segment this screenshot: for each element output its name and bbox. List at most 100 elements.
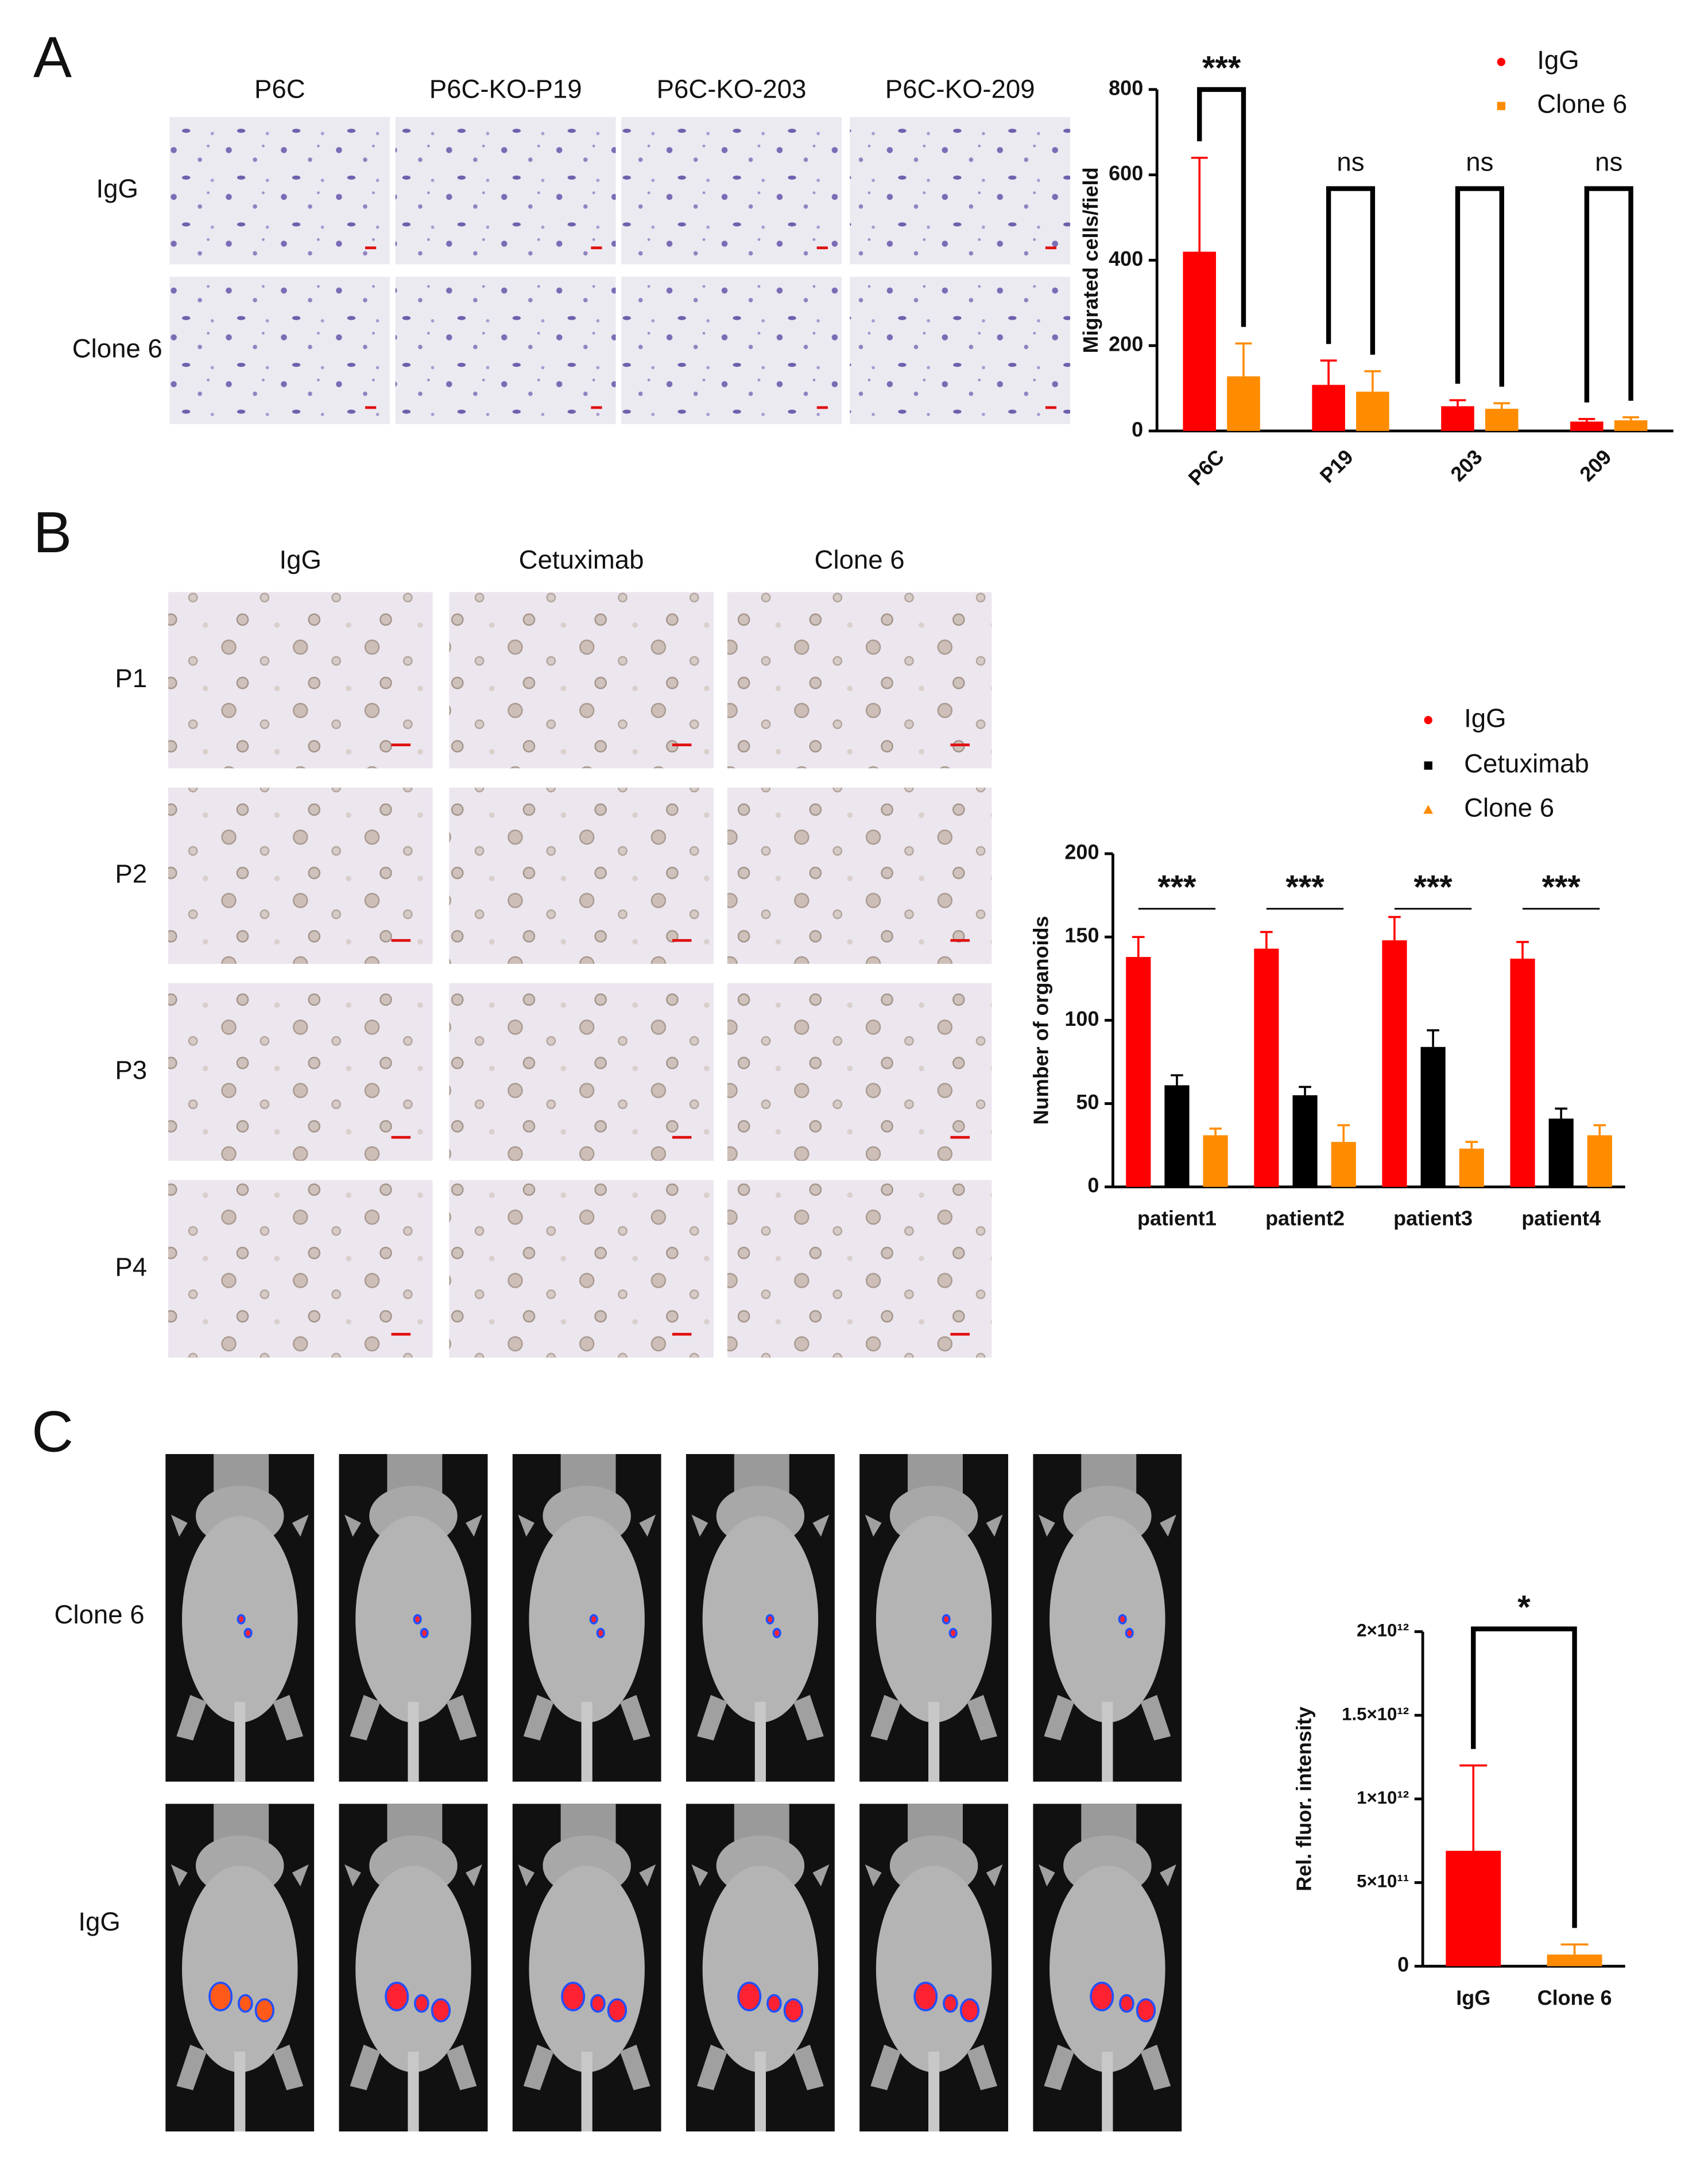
error-bar bbox=[1493, 402, 1511, 409]
bar bbox=[1547, 1954, 1602, 1967]
y-axis-label: Rel. fluor. intensity bbox=[1292, 1707, 1316, 1891]
signal bbox=[948, 1627, 958, 1638]
micrograph bbox=[395, 277, 616, 424]
signal bbox=[413, 1614, 422, 1625]
error-bar bbox=[1171, 1074, 1183, 1086]
error-bar bbox=[1388, 916, 1401, 941]
micrograph bbox=[727, 983, 992, 1161]
bar bbox=[1356, 392, 1389, 431]
significance-label: * bbox=[1517, 1589, 1531, 1626]
micrograph bbox=[449, 983, 714, 1161]
mouse-image bbox=[339, 1804, 488, 2132]
signal bbox=[596, 1627, 605, 1638]
signal bbox=[737, 1982, 762, 2011]
signal bbox=[1125, 1627, 1134, 1638]
micrograph bbox=[727, 787, 992, 964]
significance-label: *** bbox=[1542, 869, 1581, 906]
signal bbox=[561, 1982, 586, 2011]
signal bbox=[783, 1998, 804, 2022]
y-tick-label: 50 bbox=[1076, 1090, 1099, 1114]
significance-label: *** bbox=[1285, 869, 1324, 906]
mouse-image bbox=[859, 1453, 1009, 1782]
signal bbox=[766, 1994, 782, 2013]
panel-label: A bbox=[33, 26, 72, 90]
column-label: P6C bbox=[254, 74, 305, 103]
bar bbox=[1587, 1135, 1612, 1187]
legend-label: IgG bbox=[1464, 703, 1506, 732]
micrograph bbox=[168, 592, 433, 769]
mouse-image bbox=[685, 1453, 835, 1782]
significance-label: *** bbox=[1202, 50, 1241, 87]
bar bbox=[1382, 940, 1407, 1187]
significance-bracket bbox=[1584, 186, 1633, 403]
mouse-image bbox=[1033, 1804, 1182, 2132]
micrograph bbox=[850, 117, 1071, 265]
bar bbox=[1227, 376, 1260, 431]
significance-bracket bbox=[1471, 1626, 1577, 1928]
significance-label: ns bbox=[1466, 147, 1493, 176]
y-tick-label: 0 bbox=[1397, 1953, 1409, 1976]
panel-label: C bbox=[32, 1400, 73, 1464]
error-bar bbox=[1578, 418, 1595, 422]
row-label: P2 bbox=[115, 859, 147, 889]
row-label: P3 bbox=[115, 1055, 147, 1084]
y-tick-label: 100 bbox=[1064, 1007, 1099, 1030]
y-tick-label: 600 bbox=[1109, 161, 1143, 185]
mouse-image bbox=[512, 1453, 661, 1782]
x-tick-label: patient4 bbox=[1521, 1207, 1601, 1230]
micrograph bbox=[850, 277, 1071, 424]
row-label: P1 bbox=[115, 664, 147, 693]
legend-label: IgG bbox=[1537, 45, 1579, 75]
signal bbox=[943, 1994, 958, 2013]
y-tick-label: 400 bbox=[1109, 247, 1143, 270]
error-bar bbox=[1516, 941, 1529, 959]
row-label: Clone 6 bbox=[55, 1600, 145, 1629]
error-bar bbox=[1260, 931, 1273, 949]
error-bar bbox=[1191, 157, 1208, 252]
panel-label: B bbox=[33, 501, 72, 565]
signal bbox=[254, 1998, 275, 2022]
legend-label: Cetuximab bbox=[1464, 749, 1589, 778]
signal bbox=[1119, 1994, 1134, 2013]
y-tick-label: 200 bbox=[1064, 840, 1099, 864]
bar bbox=[1441, 406, 1474, 431]
error-bar bbox=[1427, 1029, 1439, 1047]
bar bbox=[1614, 420, 1648, 431]
signal bbox=[238, 1994, 253, 2013]
signal bbox=[385, 1982, 409, 2011]
bar bbox=[1446, 1851, 1501, 1967]
mouse-image bbox=[512, 1804, 661, 2132]
significance-label: ns bbox=[1337, 147, 1364, 176]
row-label: IgG bbox=[96, 174, 138, 203]
error-bar bbox=[1337, 1124, 1350, 1142]
y-tick-label: 5×10¹¹ bbox=[1357, 1871, 1409, 1891]
x-tick-label: 209 bbox=[1575, 445, 1616, 486]
signal bbox=[1090, 1982, 1114, 2011]
bar bbox=[1164, 1085, 1190, 1187]
error-bar bbox=[1459, 1764, 1488, 1851]
x-tick-label: 203 bbox=[1446, 445, 1486, 486]
micrograph bbox=[169, 117, 390, 265]
bar bbox=[1485, 409, 1519, 431]
error-bar bbox=[1299, 1086, 1311, 1095]
x-tick-label: P6C bbox=[1184, 445, 1229, 490]
bar bbox=[1510, 958, 1535, 1187]
y-tick-label: 150 bbox=[1064, 924, 1099, 947]
y-tick-label: 800 bbox=[1109, 76, 1143, 99]
signal bbox=[237, 1614, 246, 1625]
error-bar bbox=[1320, 359, 1337, 385]
bar bbox=[1126, 957, 1151, 1187]
row-label: Clone 6 bbox=[72, 334, 162, 363]
error-bar bbox=[1465, 1141, 1478, 1149]
micrograph bbox=[395, 117, 616, 265]
significance-bracket bbox=[1455, 186, 1504, 387]
micrograph bbox=[621, 277, 842, 424]
error-bar bbox=[1555, 1107, 1567, 1119]
bar bbox=[1548, 1118, 1574, 1187]
x-tick-label: P19 bbox=[1315, 445, 1358, 487]
signal bbox=[590, 1994, 606, 2013]
y-tick-label: 0 bbox=[1087, 1173, 1099, 1197]
legend-marker bbox=[1424, 761, 1432, 770]
error-bar bbox=[1364, 370, 1381, 392]
